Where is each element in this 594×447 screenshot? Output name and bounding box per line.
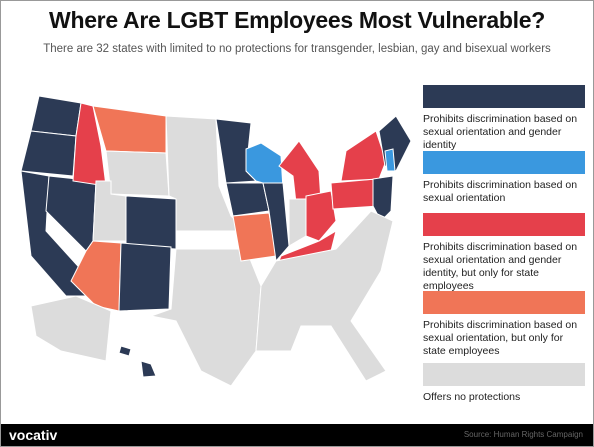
- legend-label: Offers no protections: [423, 391, 521, 403]
- state: [288, 198, 307, 247]
- legend-swatch: [423, 291, 585, 314]
- state: [92, 105, 167, 154]
- state: [305, 190, 337, 242]
- legend-swatch: [423, 363, 585, 386]
- legend-item: Offers no protections: [423, 363, 585, 404]
- state: [330, 178, 380, 210]
- legend-swatch: [423, 213, 585, 236]
- title: Where Are LGBT Employees Most Vulnerable…: [49, 7, 545, 33]
- states: [20, 95, 412, 387]
- legend-label: Prohibits discrimination based on sexual…: [423, 319, 578, 357]
- state: [262, 182, 290, 263]
- logo: vocativ: [9, 427, 58, 443]
- footer-bar: vocativ Source: Human Rights Campaign: [1, 424, 593, 446]
- state: [245, 142, 284, 190]
- subtitle: There are 32 states with limited to no p…: [43, 43, 551, 55]
- legend-item: Prohibits discrimination based on sexual…: [423, 291, 585, 358]
- state: [30, 295, 112, 362]
- legend-label: Prohibits discrimination based on sexual…: [423, 179, 578, 204]
- state: [20, 130, 77, 177]
- state: [232, 212, 277, 262]
- state: [340, 130, 387, 182]
- legend-swatch: [423, 151, 585, 174]
- state: [30, 95, 82, 137]
- legend-swatch: [423, 85, 585, 108]
- legend-item: Prohibits discrimination based on sexual…: [423, 151, 585, 205]
- state: [118, 242, 172, 312]
- source: Source: Human Rights Campaign: [463, 430, 583, 439]
- state: [125, 195, 177, 250]
- state: [255, 210, 394, 382]
- state: [225, 182, 270, 217]
- legend-item: Prohibits discrimination based on sexual…: [423, 85, 585, 152]
- us-map: [20, 95, 412, 387]
- legend-item: Prohibits discrimination based on sexual…: [423, 213, 585, 293]
- state: [372, 175, 394, 222]
- state: [149, 248, 262, 387]
- state: [105, 150, 170, 197]
- state: [140, 360, 157, 378]
- legend-label: Prohibits discrimination based on sexual…: [423, 113, 578, 151]
- state: [278, 140, 322, 204]
- legend-label: Prohibits discrimination based on sexual…: [423, 241, 578, 292]
- state: [118, 345, 132, 357]
- state: [384, 148, 396, 172]
